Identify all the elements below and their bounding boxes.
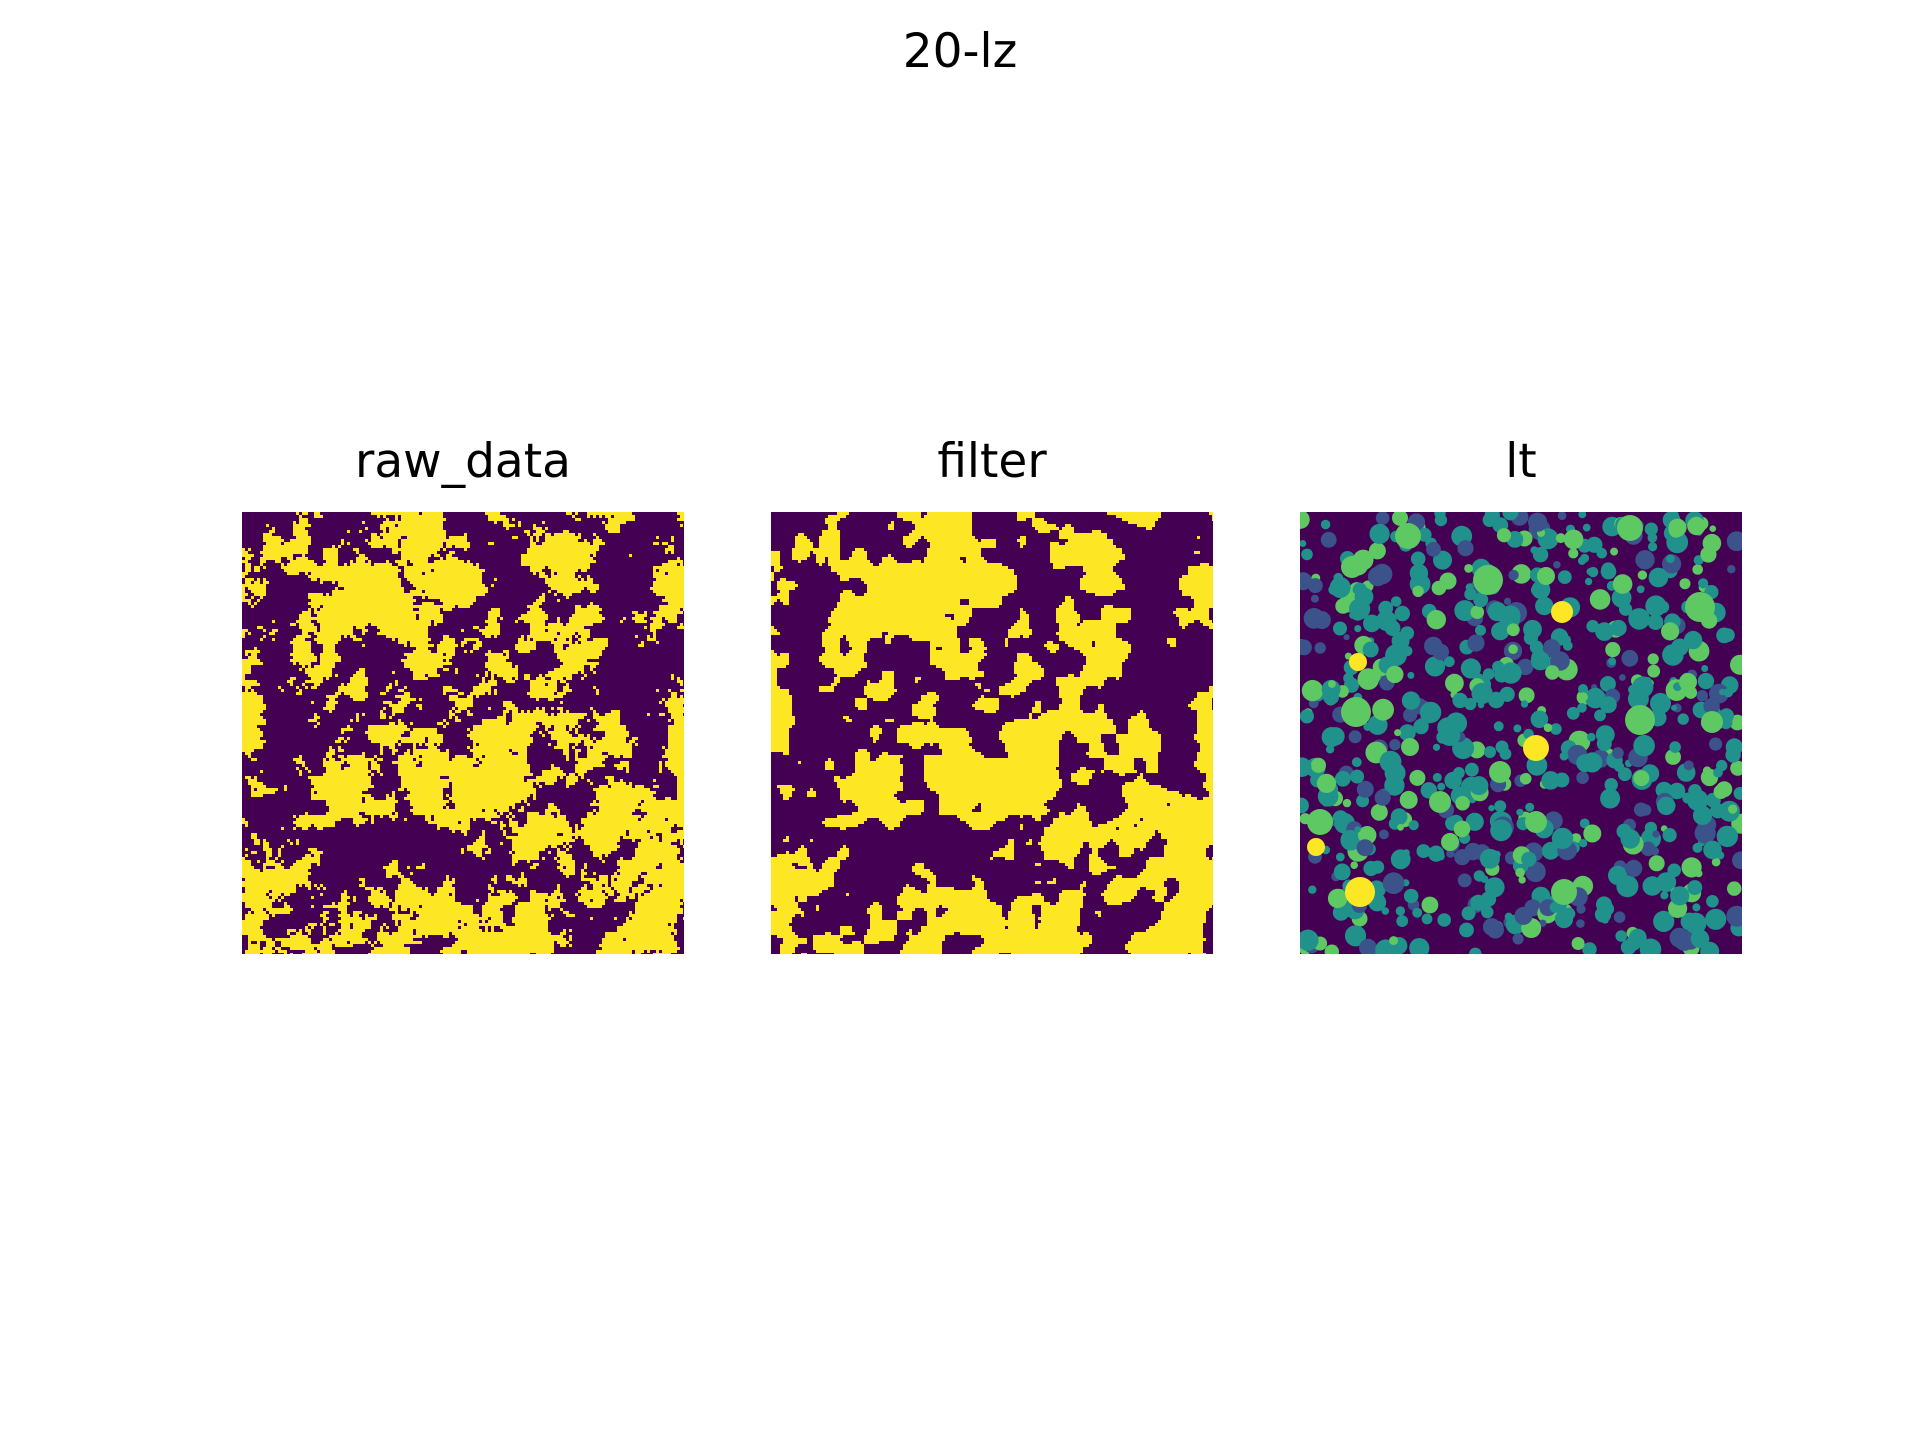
panel-title: lt [1505, 434, 1537, 489]
filter-image [771, 512, 1213, 954]
panel-raw-data: raw_data [242, 432, 684, 954]
lt-image [1300, 512, 1742, 954]
panel-title: raw_data [355, 434, 571, 489]
panel-title: filter [937, 434, 1047, 489]
panel-lt: lt [1300, 432, 1742, 954]
raw-data-image [242, 512, 684, 954]
figure-title: 20-lz [902, 24, 1018, 79]
panel-filter: filter [771, 432, 1213, 954]
